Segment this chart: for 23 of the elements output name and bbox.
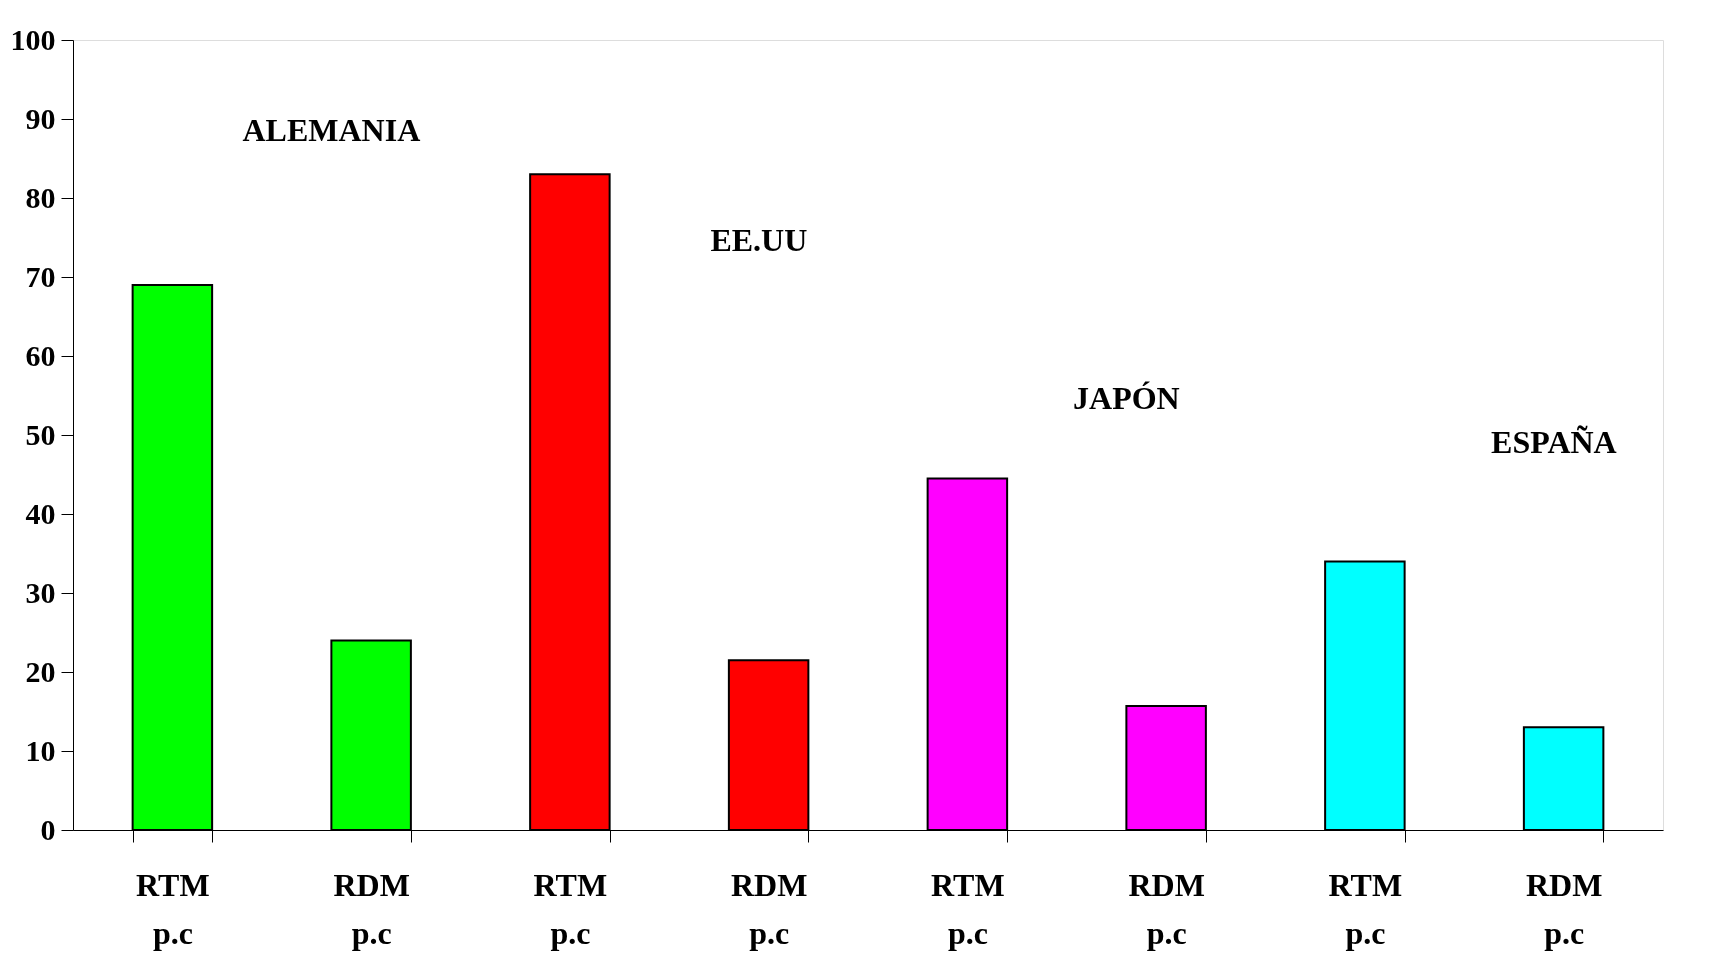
- y-tick-label: 30: [25, 575, 56, 609]
- x-tick-label: RTM p.c: [136, 866, 210, 951]
- y-tick-label: 20: [25, 654, 56, 688]
- x-tick-label: RTM p.c: [1328, 866, 1403, 951]
- y-tick-label: 60: [25, 338, 56, 372]
- annotation: ESPAÑA: [1491, 423, 1617, 460]
- x-tick-label: RDM p.c: [1525, 866, 1603, 951]
- y-tick-label: 90: [25, 101, 56, 135]
- annotation: JAPÓN: [1073, 380, 1180, 417]
- x-tick-label: RDM p.c: [1128, 866, 1205, 951]
- y-tick-label: 70: [25, 259, 56, 293]
- x-tick-label: RDM p.c: [333, 866, 410, 951]
- x-tick-label: RTM p.c: [533, 866, 608, 951]
- x-tick-label: RTM p.c: [931, 866, 1005, 951]
- y-tick-label: 10: [25, 733, 56, 767]
- y-tick-label: 0: [40, 812, 56, 846]
- y-tick-label: 80: [25, 180, 56, 214]
- x-tick-label: RDM p.c: [730, 866, 808, 951]
- annotation: EE.UU: [710, 222, 808, 259]
- y-tick-label: 50: [25, 417, 56, 451]
- y-tick-label: 100: [10, 22, 56, 56]
- y-tick-label: 40: [25, 496, 56, 530]
- annotation: ALEMANIA: [242, 111, 421, 148]
